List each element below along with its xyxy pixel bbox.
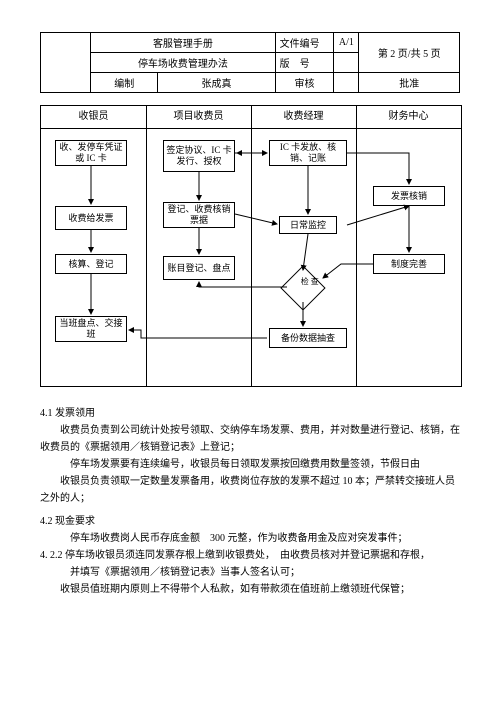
approved-label: 批准 [359,73,460,93]
node-c1: IC 卡发放、核销、记账 [269,140,347,166]
node-a3: 核算、登记 [55,254,127,274]
node-a1: 收、发停车凭证或 IC 卡 [55,140,127,166]
node-b1: 签定协议、IC 卡发行、授权 [163,140,235,172]
node-c3: 检 查 [280,265,325,310]
doc-title: 客服管理手册 [91,33,275,53]
node-b3: 账目登记、盘点 [163,256,235,280]
node-d2: 制度完善 [373,254,445,274]
node-a4: 当班盘点、交接班 [55,316,127,342]
sec-41-p3: 收银员负责领取一定数量发票备用，收费岗位存放的发票不超过 10 本；严禁转交接班… [40,473,460,507]
col-head-1: 收银员 [41,106,146,128]
doc-subtitle: 停车场收费管理办法 [91,53,275,73]
body-text: 4.1 发票领用 收费员负责到公司统计处按号领取、交纳停车场发票、费用，并对数量… [40,405,460,598]
sec-42-p1: 停车场收费岗人民币存底金额 300 元整，作为收费备用金及应对突发事件； [40,530,460,547]
col-head-2: 项目收费员 [146,106,251,128]
col-head-4: 财务中心 [356,106,461,128]
node-c4: 备份数据抽查 [269,328,347,348]
reviewed-label: 审核 [275,73,334,93]
node-c2: 日常监控 [279,216,337,234]
sec-422-p2: 收银员值班期内原则上不得带个人私款，如有带款须在值班前上缴领班代保管； [40,581,460,598]
sec-41-p1: 收费员负责到公司统计处按号领取、交纳停车场发票、费用，并对数量进行登记、核销，在… [40,422,460,456]
flowchart: 收银员 项目收费员 收费经理 财务中心 收、发停车凭证或 IC 卡 收费给发票 … [40,105,462,387]
node-a2: 收费给发票 [55,206,127,230]
sec-422-p1: 并填写《票据领用／核销登记表》当事人签名认可； [40,564,460,581]
sec-42-title: 4.2 现金要求 [40,513,460,530]
version-label: 版 号 [275,53,334,73]
edited-by-label: 编制 [91,73,158,93]
sec-41-p2: 停车场发票要有连续编号，收银员每日领取发票按回缴费用数量签领，节假日由 [40,456,460,473]
sec-41-title: 4.1 发票领用 [40,405,460,422]
node-d1: 发票核销 [373,186,445,206]
page-of: 第 2 页/共 5 页 [359,33,460,73]
col-head-3: 收费经理 [251,106,356,128]
edited-by: 张成真 [158,73,275,93]
sec-422-title: 4. 2.2 停车场收银员须连同发票存根上缴到收银费处， 由收费员核对并登记票据… [40,547,460,564]
doc-no-label: 文件编号 [275,33,334,53]
doc-header: 客服管理手册 文件编号 A/1 第 2 页/共 5 页 停车场收费管理办法 版 … [40,32,460,93]
node-b2: 登记、收费核销票据 [163,202,235,228]
doc-ver-a1: A/1 [334,33,359,53]
